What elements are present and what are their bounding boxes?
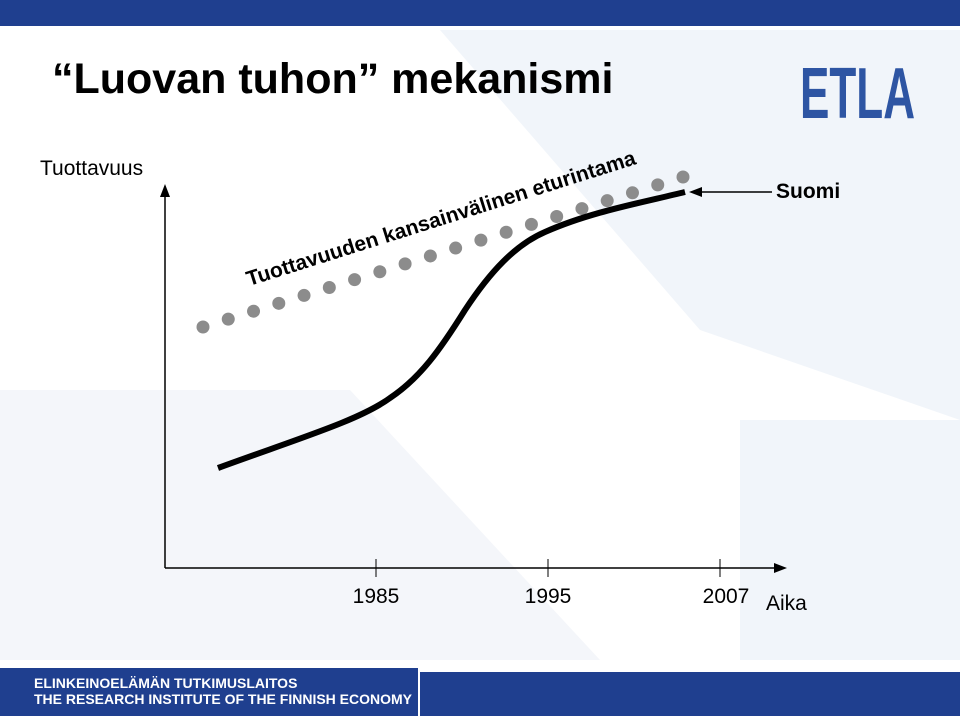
logo: ETLA [800, 54, 915, 134]
frontier-dot [575, 202, 589, 216]
x-axis-label: Aika [766, 592, 807, 615]
x-axis-arrow [774, 563, 787, 573]
frontier-dot [272, 296, 286, 310]
frontier-dot [625, 186, 639, 200]
footer-line1: ELINKEINOELÄMÄN TUTKIMUSLAITOS [34, 675, 297, 691]
bg-shape [0, 390, 600, 660]
bg-shape [740, 420, 960, 660]
x-tick-label: 2007 [703, 585, 750, 608]
frontier-dot [423, 249, 437, 263]
frontier-dot [651, 178, 665, 192]
footer-box [0, 668, 418, 716]
footer-bar [420, 672, 960, 716]
y-axis-arrow [160, 184, 170, 197]
frontier-dot [196, 320, 210, 334]
frontier-dot [373, 265, 387, 279]
top-bar [0, 0, 960, 26]
frontier-dot [676, 170, 690, 184]
x-tick-label: 1985 [353, 585, 400, 608]
frontier-dot [297, 288, 311, 302]
x-tick-label: 1995 [525, 585, 572, 608]
finland-curve [216, 189, 686, 471]
bg-shape [440, 30, 960, 420]
frontier-dot [474, 233, 488, 247]
frontier-dot [449, 241, 463, 255]
frontier-dot [550, 209, 564, 223]
frontier-dot [398, 257, 412, 271]
frontier-dot [221, 312, 235, 326]
frontier-dot [524, 217, 538, 231]
frontier-dot [499, 225, 513, 239]
frontier-dot [348, 273, 362, 287]
footer-line2: THE RESEARCH INSTITUTE OF THE FINNISH EC… [34, 691, 413, 707]
frontier-dot [247, 304, 261, 318]
curve-label: Suomi [776, 180, 840, 203]
title: “Luovan tuhon” mekanismi [52, 55, 613, 103]
y-axis-label: Tuottavuus [40, 157, 143, 180]
frontier-dots [196, 170, 690, 334]
frontier-dot [322, 281, 336, 295]
frontier-dot [600, 194, 614, 208]
curve-arrowhead [689, 187, 702, 197]
